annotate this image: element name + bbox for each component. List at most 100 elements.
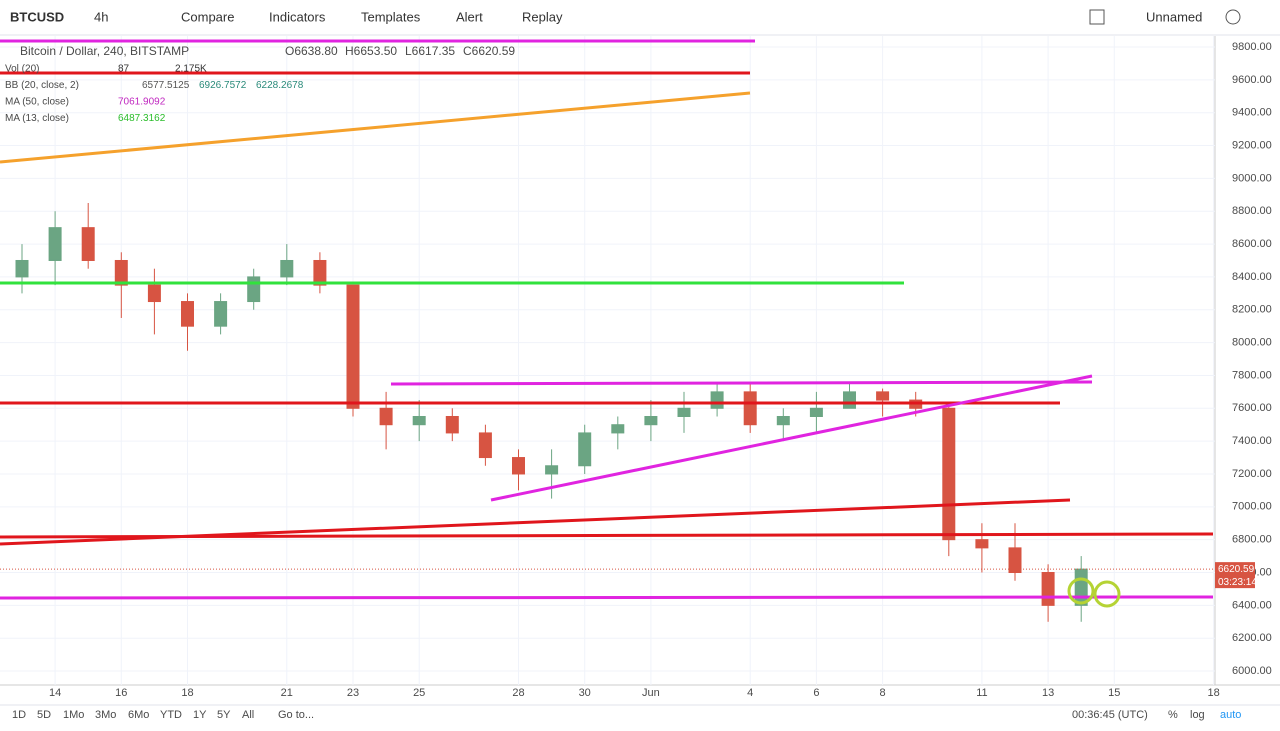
range-button[interactable]: 1D	[12, 709, 26, 721]
x-tick-label: 28	[512, 687, 524, 699]
x-tick-label: 14	[49, 687, 61, 699]
x-tick-label: 21	[281, 687, 293, 699]
range-button[interactable]: YTD	[160, 709, 182, 721]
legend-close: C6620.59	[463, 44, 515, 58]
x-tick-label: 18	[181, 687, 193, 699]
layout-icon[interactable]	[1089, 9, 1105, 25]
candle-body	[114, 259, 128, 286]
indicator-value: 6228.2678	[256, 80, 304, 91]
y-tick-label: 8800.00	[1232, 205, 1272, 217]
y-tick-label: 6800.00	[1232, 534, 1272, 546]
toolbar	[0, 0, 1280, 35]
y-tick-label: 7600.00	[1232, 402, 1272, 414]
x-tick-label: 18	[1207, 687, 1219, 699]
candle-body	[1041, 572, 1055, 606]
goto-button[interactable]: Go to...	[278, 709, 314, 721]
candle-body	[843, 391, 856, 409]
range-button[interactable]: 5D	[37, 709, 51, 721]
indicator-value: 6487.3162	[118, 113, 166, 124]
x-tick-label: 8	[880, 687, 886, 699]
candle-body	[644, 415, 658, 426]
y-tick-label: 6200.00	[1232, 632, 1272, 644]
y-tick-label: 9800.00	[1232, 41, 1272, 53]
candle-body	[445, 415, 459, 434]
x-tick-label: 16	[115, 687, 127, 699]
scale-option[interactable]: %	[1168, 709, 1178, 721]
candle-body	[942, 407, 956, 541]
range-button[interactable]: 3Mo	[95, 709, 116, 721]
price-axis: 6000.006200.006400.006600.006800.007000.…	[49, 41, 1272, 699]
x-tick-label: 13	[1042, 687, 1054, 699]
trend-line	[390, 380, 1093, 386]
trend-line	[0, 595, 1214, 600]
candle-body	[478, 432, 492, 459]
candle-body	[512, 457, 525, 475]
range-button[interactable]: 1Y	[193, 709, 207, 721]
x-tick-label: 15	[1108, 687, 1120, 699]
x-tick-label: 30	[579, 687, 591, 699]
candle-body	[247, 276, 261, 303]
candle-body	[15, 259, 29, 278]
y-tick-label: 7200.00	[1232, 468, 1272, 480]
indicator-name: MA (13, close)	[5, 113, 69, 124]
y-tick-label: 7800.00	[1232, 369, 1272, 381]
candles	[0, 203, 1215, 622]
candle-body	[1074, 568, 1088, 606]
indicator-name: MA (50, close)	[5, 97, 69, 108]
candle-body	[214, 301, 228, 327]
y-tick-label: 8200.00	[1232, 304, 1272, 316]
alert-button[interactable]: Alert	[456, 9, 483, 24]
indicator-legend: Vol (20) 87 2.175K BB (20, close, 2) 6577.51…	[5, 64, 304, 125]
candle-body	[379, 407, 393, 426]
candle-body	[876, 391, 890, 401]
compare-button[interactable]: Compare	[181, 9, 234, 24]
legend-low: L6617.35	[405, 44, 455, 58]
range-button[interactable]: All	[242, 709, 254, 721]
candle-body	[147, 284, 161, 303]
indicator-value: 7061.9092	[118, 97, 166, 108]
highlight-circle	[1093, 580, 1121, 608]
y-tick-label: 8000.00	[1232, 337, 1272, 349]
y-tick-label: 8400.00	[1232, 271, 1272, 283]
indicator-name: BB (20, close, 2)	[5, 80, 79, 91]
interval[interactable]: 4h	[94, 9, 108, 24]
y-tick-label: 7400.00	[1232, 435, 1272, 447]
y-tick-label: 9400.00	[1232, 107, 1272, 119]
drawings	[0, 39, 1214, 608]
scale-option[interactable]: auto	[1220, 709, 1241, 721]
candle-body	[1008, 547, 1022, 574]
templates-button[interactable]: Templates	[361, 9, 421, 24]
trend-line	[490, 374, 1093, 502]
y-tick-label: 7000.00	[1232, 501, 1272, 513]
x-tick-label: 11	[976, 687, 987, 699]
last-price-tag	[1215, 562, 1255, 589]
candle-body	[81, 227, 95, 261]
symbol[interactable]: BTCUSD	[10, 9, 64, 24]
grid	[0, 36, 1215, 685]
y-tick-label: 9200.00	[1232, 139, 1272, 151]
range-button[interactable]: 5Y	[217, 709, 231, 721]
layout-name[interactable]: Unnamed	[1146, 9, 1202, 24]
legend-title: Bitcoin / Dollar, 240, BITSTAMP	[20, 44, 189, 58]
range-button[interactable]: 1Mo	[63, 709, 84, 721]
replay-button[interactable]: Replay	[522, 9, 563, 24]
candle-body	[710, 391, 724, 409]
settings-icon[interactable]	[1225, 9, 1241, 25]
candle-body	[346, 284, 360, 409]
candle-body	[743, 391, 757, 426]
highlight-circle	[1067, 577, 1095, 605]
y-tick-label: 9600.00	[1232, 74, 1272, 86]
range-button[interactable]: 6Mo	[128, 709, 149, 721]
indicators-button[interactable]: Indicators	[269, 9, 326, 24]
candle-body	[975, 539, 989, 549]
y-tick-label: 6000.00	[1232, 665, 1272, 677]
scale-option[interactable]: log	[1190, 709, 1205, 721]
clock: 00:36:45 (UTC)	[1072, 709, 1148, 721]
candle-body	[313, 259, 327, 286]
legend-high: H6653.50	[345, 44, 397, 58]
candle-body	[412, 415, 426, 426]
trend-line	[0, 91, 751, 164]
y-tick-label: 9000.00	[1232, 172, 1272, 184]
